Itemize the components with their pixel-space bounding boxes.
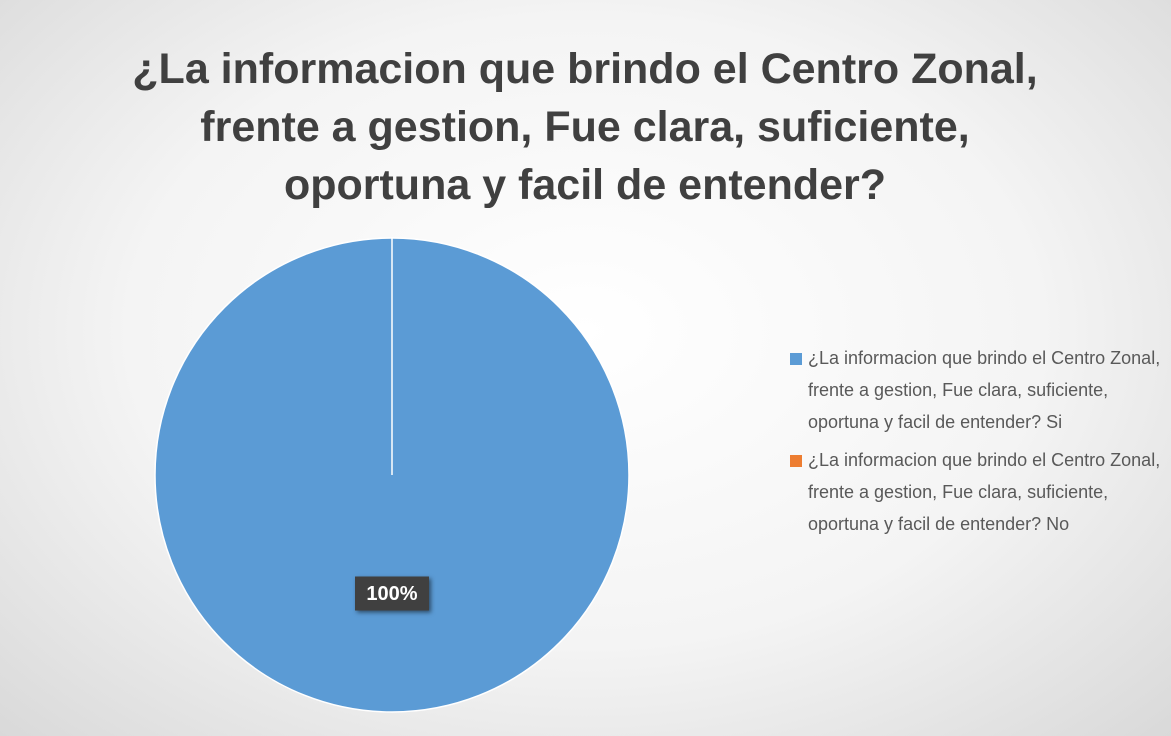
data-label: 100%	[366, 583, 417, 605]
data-label-box	[355, 576, 429, 611]
legend-swatch	[790, 455, 802, 467]
legend: ¿La informacion que brindo el Centro Zon…	[790, 342, 1170, 546]
legend-swatch	[790, 353, 802, 365]
chart-title: ¿La informacion que brindo el Centro Zon…	[132, 45, 1038, 209]
legend-item: ¿La informacion que brindo el Centro Zon…	[790, 444, 1170, 540]
legend-item: ¿La informacion que brindo el Centro Zon…	[790, 342, 1170, 438]
legend-label: ¿La informacion que brindo el Centro Zon…	[808, 450, 1161, 534]
legend-label: ¿La informacion que brindo el Centro Zon…	[808, 348, 1161, 432]
